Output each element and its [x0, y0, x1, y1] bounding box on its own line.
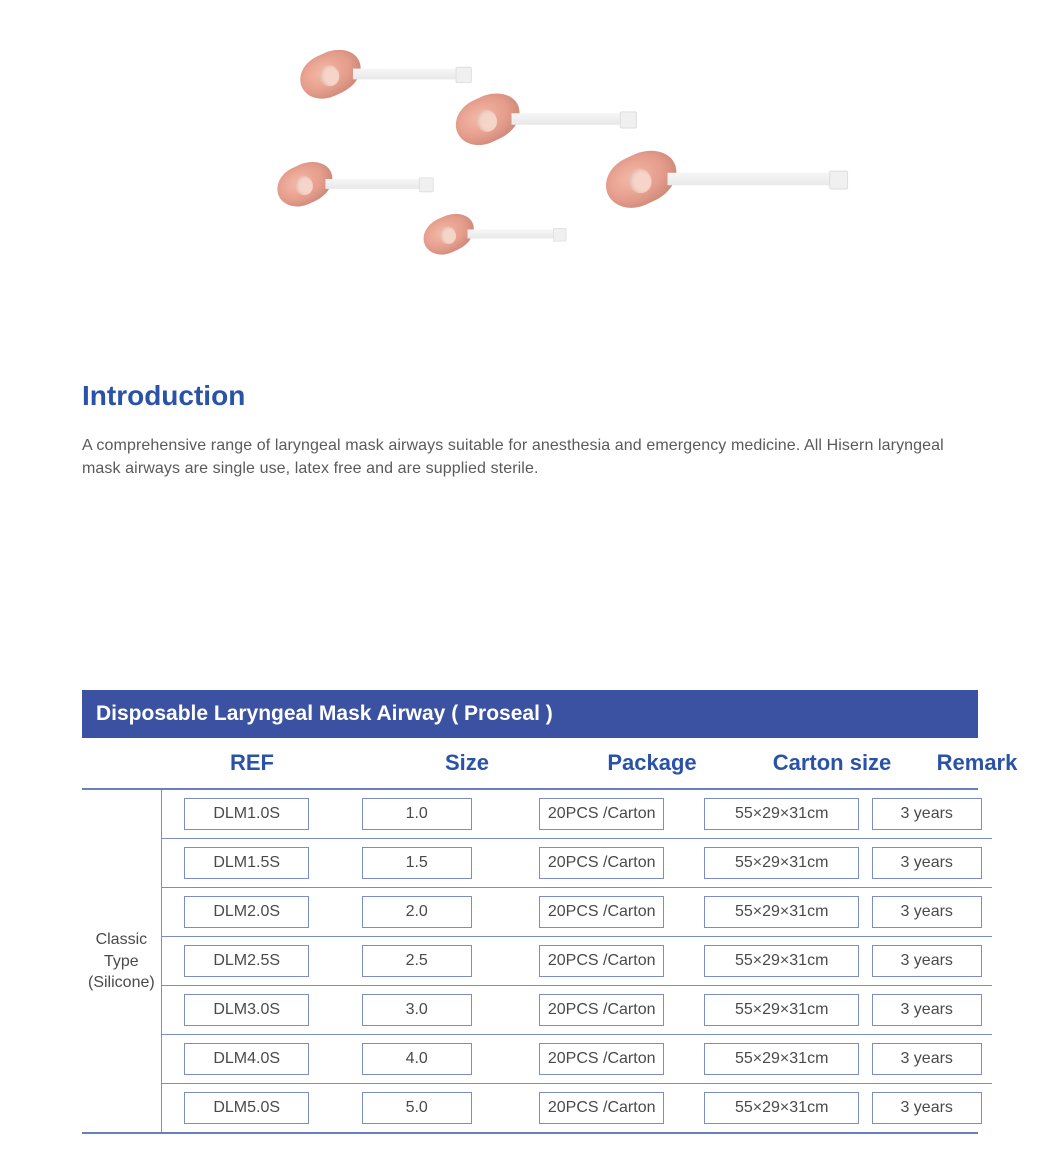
intro-heading: Introduction	[82, 380, 978, 412]
col-package: Package	[552, 750, 752, 776]
product-image	[0, 0, 1060, 360]
table-cell: DLM2.5S	[162, 945, 332, 977]
cell-value: 1.5	[362, 847, 472, 879]
table-cell: 3 years	[862, 847, 992, 879]
table-cell: 55×29×31cm	[702, 1043, 862, 1075]
table-cell: 20PCS /Carton	[502, 1092, 702, 1124]
table-cell: 55×29×31cm	[702, 896, 862, 928]
cell-value: 55×29×31cm	[704, 798, 859, 830]
cell-value: DLM1.5S	[184, 847, 309, 879]
cell-value: 3 years	[872, 1043, 982, 1075]
table-row: DLM3.0S 3.0 20PCS /Carton 55×29×31cm 3 years	[162, 986, 992, 1035]
cell-value: DLM2.0S	[184, 896, 309, 928]
table-row: DLM2.0S 2.0 20PCS /Carton 55×29×31cm 3 years	[162, 888, 992, 937]
cell-value: 55×29×31cm	[704, 1043, 859, 1075]
cell-value: 3 years	[872, 798, 982, 830]
table-cell: 55×29×31cm	[702, 847, 862, 879]
cell-value: 20PCS /Carton	[539, 1092, 664, 1124]
cell-value: 55×29×31cm	[704, 1092, 859, 1124]
table-cell: 20PCS /Carton	[502, 1043, 702, 1075]
cell-value: 3 years	[872, 1092, 982, 1124]
table-cell: DLM3.0S	[162, 994, 332, 1026]
table-cell: DLM4.0S	[162, 1043, 332, 1075]
cell-value: 20PCS /Carton	[539, 798, 664, 830]
table-cell: 1.5	[332, 847, 502, 879]
table-body: Classic Type (Silicone) DLM1.0S 1.0 20PCS …	[82, 788, 978, 1134]
cell-value: 20PCS /Carton	[539, 896, 664, 928]
device-illustration	[605, 154, 836, 204]
device-illustration	[455, 96, 626, 142]
table-cell: 55×29×31cm	[702, 994, 862, 1026]
table-cell: 20PCS /Carton	[502, 798, 702, 830]
table-title: Disposable Laryngeal Mask Airway ( Prose…	[82, 690, 978, 738]
cell-value: 3 years	[872, 847, 982, 879]
table-cell: 1.0	[332, 798, 502, 830]
table-cell: 3 years	[862, 896, 992, 928]
table-cell: 3 years	[862, 1043, 992, 1075]
table-cell: 2.5	[332, 945, 502, 977]
cell-value: 4.0	[362, 1043, 472, 1075]
cell-value: 3 years	[872, 896, 982, 928]
cell-value: 55×29×31cm	[704, 945, 859, 977]
col-ref: REF	[82, 750, 382, 776]
cell-value: DLM2.5S	[184, 945, 309, 977]
cell-value: 20PCS /Carton	[539, 945, 664, 977]
table-cell: 3 years	[862, 945, 992, 977]
cell-value: 1.0	[362, 798, 472, 830]
cell-value: DLM3.0S	[184, 994, 309, 1026]
table-cell: DLM1.5S	[162, 847, 332, 879]
col-size: Size	[382, 750, 552, 776]
table-cell: 55×29×31cm	[702, 798, 862, 830]
cell-value: 20PCS /Carton	[539, 847, 664, 879]
table-cell: 3 years	[862, 798, 992, 830]
cell-value: 2.0	[362, 896, 472, 928]
table-cell: 2.0	[332, 896, 502, 928]
table-cell: 55×29×31cm	[702, 945, 862, 977]
table-cell: 3.0	[332, 994, 502, 1026]
cell-value: DLM5.0S	[184, 1092, 309, 1124]
cell-value: 55×29×31cm	[704, 847, 859, 879]
intro-text: A comprehensive range of laryngeal mask …	[82, 434, 978, 480]
table-cell: DLM1.0S	[162, 798, 332, 830]
table-cell: 3 years	[862, 994, 992, 1026]
table-cell: 20PCS /Carton	[502, 896, 702, 928]
table-row: DLM4.0S 4.0 20PCS /Carton 55×29×31cm 3 years	[162, 1035, 992, 1084]
table-cell: 4.0	[332, 1043, 502, 1075]
cell-value: 3 years	[872, 945, 982, 977]
table-row: DLM2.5S 2.5 20PCS /Carton 55×29×31cm 3 years	[162, 937, 992, 986]
type-label-line1: Classic Type	[88, 929, 155, 972]
table-cell: 3 years	[862, 1092, 992, 1124]
table-cell: 5.0	[332, 1092, 502, 1124]
col-remark: Remark	[912, 750, 1042, 776]
table-cell: DLM5.0S	[162, 1092, 332, 1124]
table-cell: 55×29×31cm	[702, 1092, 862, 1124]
table-row: DLM1.5S 1.5 20PCS /Carton 55×29×31cm 3 years	[162, 839, 992, 888]
table-cell: 20PCS /Carton	[502, 945, 702, 977]
cell-value: 20PCS /Carton	[539, 994, 664, 1026]
cell-value: 3 years	[872, 994, 982, 1026]
table-row: DLM5.0S 5.0 20PCS /Carton 55×29×31cm 3 years	[162, 1084, 992, 1132]
cell-value: 20PCS /Carton	[539, 1043, 664, 1075]
table-cell: DLM2.0S	[162, 896, 332, 928]
table-cell: 20PCS /Carton	[502, 847, 702, 879]
cell-value: 2.5	[362, 945, 472, 977]
cell-value: 55×29×31cm	[704, 896, 859, 928]
cell-value: 5.0	[362, 1092, 472, 1124]
table-header-row: REF Size Package Carton size Remark	[82, 738, 978, 788]
table-cell: 20PCS /Carton	[502, 994, 702, 1026]
cell-value: DLM1.0S	[184, 798, 309, 830]
col-carton: Carton size	[752, 750, 912, 776]
cell-value: DLM4.0S	[184, 1043, 309, 1075]
device-illustration	[299, 52, 461, 95]
cell-value: 55×29×31cm	[704, 994, 859, 1026]
type-label-line2: (Silicone)	[88, 972, 155, 994]
cell-value: 3.0	[362, 994, 472, 1026]
device-illustration	[423, 216, 558, 252]
type-column: Classic Type (Silicone)	[82, 790, 162, 1132]
device-illustration	[276, 164, 424, 203]
table-row: DLM1.0S 1.0 20PCS /Carton 55×29×31cm 3 years	[162, 790, 992, 839]
